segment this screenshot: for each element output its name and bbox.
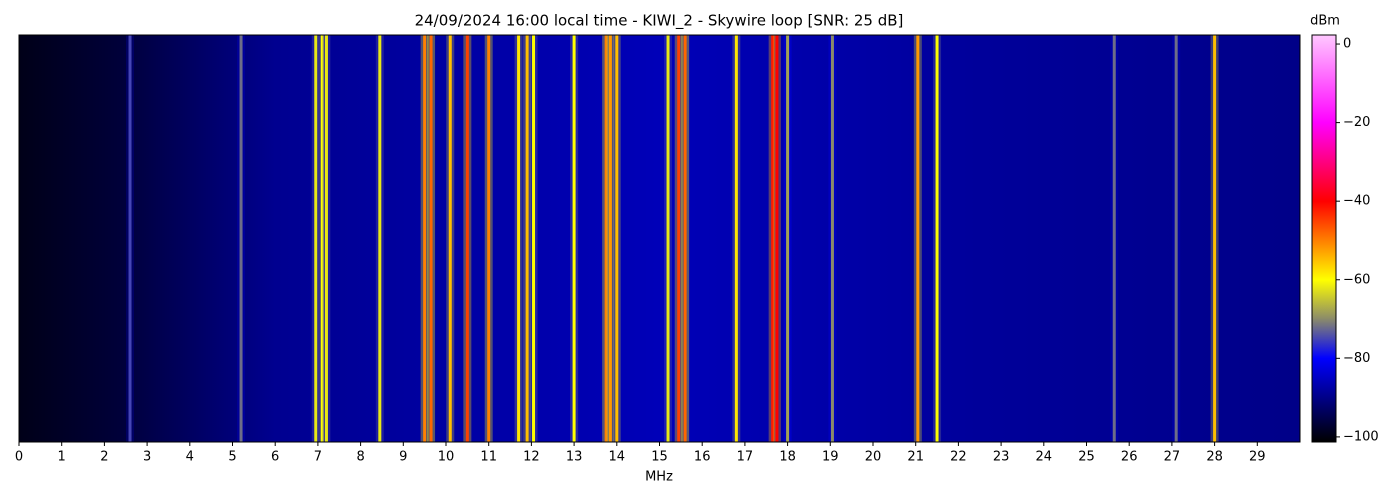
x-tick-label: 13 (566, 450, 583, 465)
x-tick-label: 28 (1206, 450, 1223, 465)
colorbar-tick-label: −20 (1343, 115, 1370, 130)
x-tick-label: 24 (1036, 450, 1053, 465)
x-tick-label: 18 (779, 450, 796, 465)
x-tick-label: 16 (694, 450, 711, 465)
x-tick-label: 9 (399, 450, 407, 465)
x-tick-label: 11 (480, 450, 497, 465)
signal (1174, 35, 1178, 442)
signal (677, 35, 681, 442)
x-tick-label: 3 (143, 450, 151, 465)
signal (487, 35, 491, 442)
signal (775, 35, 779, 442)
signal (604, 35, 608, 442)
x-axis-label: MHz (645, 470, 673, 485)
signal (615, 35, 619, 442)
signal (525, 35, 529, 442)
colorbar-tick-label: −80 (1343, 351, 1370, 366)
signal (1213, 35, 1217, 442)
x-tick-label: 26 (1121, 450, 1138, 465)
x-tick-label: 25 (1078, 450, 1095, 465)
signal (128, 35, 132, 442)
signal (324, 35, 328, 442)
signal (1112, 35, 1116, 442)
signal (378, 35, 382, 442)
plot-background (19, 35, 1300, 442)
x-tick-label: 20 (865, 450, 882, 465)
x-tick-label: 0 (15, 450, 23, 465)
signal (448, 35, 452, 442)
signal (532, 35, 536, 442)
signal (683, 35, 687, 442)
colorbar-tick-label: 0 (1343, 37, 1351, 52)
signal (830, 35, 834, 442)
x-tick-label: 7 (314, 450, 322, 465)
x-tick-label: 21 (907, 450, 924, 465)
x-tick-label: 27 (1164, 450, 1181, 465)
colorbar (1311, 34, 1337, 443)
colorbar-tick-label: −100 (1343, 429, 1379, 444)
x-tick-label: 12 (523, 450, 540, 465)
colorbar-label: dBm (1310, 14, 1340, 29)
signal (786, 35, 790, 442)
signal (666, 35, 670, 442)
chart-title: 24/09/2024 16:00 local time - KIWI_2 - S… (415, 12, 904, 31)
x-tick-label: 5 (228, 450, 236, 465)
x-tick-label: 23 (993, 450, 1010, 465)
signal (429, 35, 433, 442)
x-tick-label: 19 (822, 450, 839, 465)
signal (771, 35, 775, 442)
colorbar-tick-label: −40 (1343, 194, 1370, 209)
x-tick-label: 14 (609, 450, 626, 465)
x-tick-label: 17 (737, 450, 754, 465)
x-tick-label: 15 (651, 450, 668, 465)
x-tick-label: 6 (271, 450, 279, 465)
colorbar-tick-label: −60 (1343, 272, 1370, 287)
signal (935, 35, 939, 442)
signal (465, 35, 469, 442)
x-tick-label: 8 (356, 450, 364, 465)
signal (734, 35, 738, 442)
signal (517, 35, 521, 442)
signal (423, 35, 427, 442)
x-tick-label: 4 (186, 450, 194, 465)
x-tick-label: 10 (438, 450, 455, 465)
x-tick-label: 29 (1249, 450, 1266, 465)
signal (916, 35, 920, 442)
signal (314, 35, 318, 442)
x-tick-label: 2 (100, 450, 108, 465)
signal (608, 35, 612, 442)
x-tick-label: 1 (58, 450, 66, 465)
signal (239, 35, 243, 442)
signal (320, 35, 324, 442)
x-tick-label: 22 (950, 450, 967, 465)
signal (572, 35, 576, 442)
